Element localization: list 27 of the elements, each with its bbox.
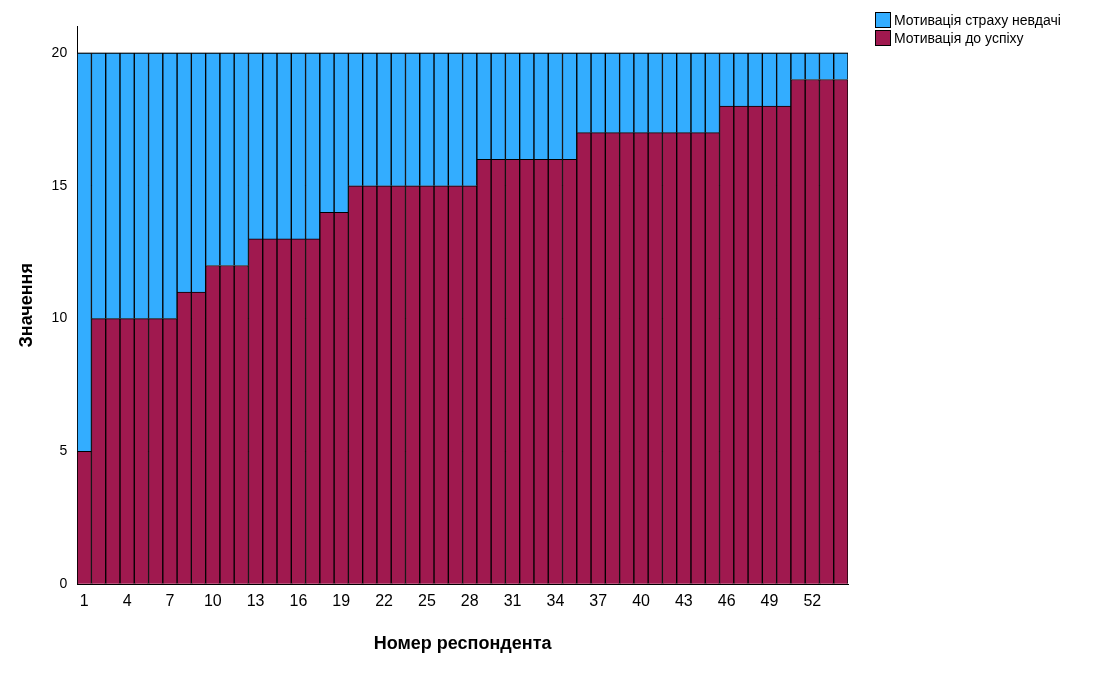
x-tick-label: 28 bbox=[460, 592, 479, 610]
x-tick-label: 16 bbox=[289, 592, 308, 610]
y-tick-label: 20 bbox=[51, 43, 68, 60]
x-tick-label: 4 bbox=[122, 592, 132, 610]
x-tick-label: 49 bbox=[760, 592, 779, 610]
x-tick-label: 46 bbox=[717, 592, 736, 610]
x-tick-label: 13 bbox=[246, 592, 265, 610]
y-tick-label: 5 bbox=[59, 442, 68, 459]
y-axis-title: Значення bbox=[15, 263, 36, 348]
x-tick-label: 7 bbox=[165, 592, 175, 610]
y-tick-label: 0 bbox=[59, 575, 68, 592]
x-tick-label: 10 bbox=[203, 592, 222, 610]
x-tick-label: 31 bbox=[503, 592, 522, 610]
x-tick-label: 37 bbox=[589, 592, 608, 610]
x-axis-title: Номер респондента bbox=[373, 633, 553, 654]
x-tick-label: 19 bbox=[332, 592, 351, 610]
x-tick-label: 40 bbox=[632, 592, 651, 610]
y-tick-label: 15 bbox=[51, 176, 68, 193]
x-tick-label: 43 bbox=[674, 592, 693, 610]
legend-label: Мотивація страху невдачі bbox=[894, 12, 1061, 28]
x-tick-label: 34 bbox=[546, 592, 565, 610]
x-tick-label: 52 bbox=[803, 592, 822, 610]
x-tick-label: 22 bbox=[375, 592, 394, 610]
y-tick-label: 10 bbox=[51, 309, 68, 326]
x-tick-label: 1 bbox=[79, 592, 89, 610]
legend-label: Мотивація до успіху bbox=[894, 30, 1024, 46]
x-tick-label: 25 bbox=[418, 592, 436, 610]
